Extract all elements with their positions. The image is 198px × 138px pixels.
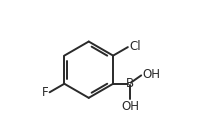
Text: Cl: Cl [129,40,141,53]
Text: F: F [42,86,48,99]
Text: OH: OH [121,100,139,113]
Text: B: B [126,77,134,90]
Text: OH: OH [142,68,160,81]
